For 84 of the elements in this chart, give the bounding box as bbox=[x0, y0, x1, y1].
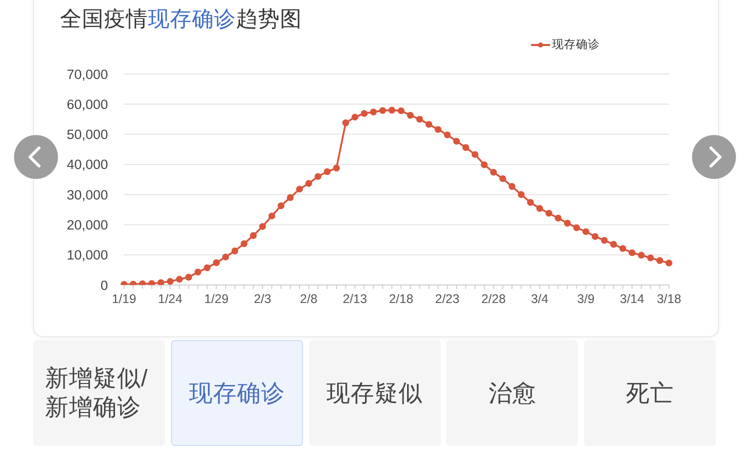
point bbox=[158, 279, 164, 285]
point bbox=[324, 168, 331, 176]
point bbox=[434, 126, 442, 133]
x-tick-label: 1/29 bbox=[204, 292, 229, 306]
point bbox=[370, 108, 377, 116]
point bbox=[444, 131, 451, 138]
tab: 新增疑似/新增确诊 bbox=[33, 340, 165, 446]
x-tick-label: 1/24 bbox=[158, 292, 182, 306]
y-tick-label: 20,000 bbox=[66, 218, 108, 233]
chart-title: 全国疫情现存确诊趋势图 bbox=[60, 6, 302, 33]
point bbox=[462, 144, 470, 151]
point bbox=[527, 199, 534, 206]
x-tick-label: 2/23 bbox=[435, 292, 460, 306]
point bbox=[286, 194, 294, 201]
point bbox=[416, 116, 423, 123]
point bbox=[582, 228, 590, 236]
tab: 现存疑似 bbox=[308, 340, 441, 446]
tab: 治愈 bbox=[446, 340, 578, 446]
point bbox=[425, 120, 432, 128]
point bbox=[166, 278, 174, 285]
point bbox=[176, 276, 183, 283]
point bbox=[619, 245, 626, 252]
point bbox=[305, 180, 312, 187]
point bbox=[194, 268, 202, 276]
x-tick-label: 2/28 bbox=[481, 292, 506, 306]
point bbox=[592, 233, 598, 240]
y-tick-label: 30,000 bbox=[66, 187, 108, 202]
point bbox=[278, 202, 284, 210]
y-tick-label: 0 bbox=[100, 278, 108, 293]
y-tick-label: 70,000 bbox=[66, 66, 108, 82]
x-tick-label: 1/19 bbox=[112, 292, 136, 306]
point bbox=[398, 107, 405, 114]
point bbox=[628, 249, 636, 256]
point bbox=[499, 175, 506, 182]
y-tick-label: 60,000 bbox=[66, 96, 108, 112]
x-tick-label: 2/18 bbox=[388, 292, 414, 306]
x-tick-label: 3/4 bbox=[530, 292, 548, 306]
point bbox=[647, 254, 654, 262]
point bbox=[268, 212, 276, 220]
x-tick-label: 3/14 bbox=[620, 292, 644, 306]
point bbox=[342, 119, 350, 126]
x-tick-label: 2/3 bbox=[254, 292, 272, 306]
point bbox=[259, 223, 266, 230]
x-tick-label: 3/18 bbox=[656, 292, 682, 306]
y-tick-label: 40,000 bbox=[66, 157, 108, 172]
point bbox=[314, 173, 322, 180]
point bbox=[360, 110, 368, 117]
point bbox=[231, 248, 238, 254]
point bbox=[573, 224, 580, 232]
point bbox=[600, 236, 608, 244]
y-tick-label: 10,000 bbox=[66, 248, 108, 263]
point bbox=[379, 107, 386, 114]
point bbox=[352, 114, 358, 121]
x-tick-label: 2/13 bbox=[342, 292, 368, 306]
point bbox=[333, 164, 340, 172]
point bbox=[518, 191, 525, 198]
point bbox=[490, 168, 497, 176]
point bbox=[638, 252, 645, 259]
point bbox=[554, 214, 562, 222]
x-tick-label: 2/8 bbox=[300, 292, 318, 306]
point bbox=[610, 240, 617, 248]
point bbox=[388, 106, 396, 114]
point bbox=[480, 161, 488, 168]
point bbox=[185, 274, 192, 281]
point bbox=[212, 259, 220, 266]
point bbox=[296, 186, 303, 193]
point bbox=[222, 254, 230, 260]
x-tick-label: 3/9 bbox=[577, 292, 595, 306]
point bbox=[564, 220, 571, 227]
point bbox=[204, 264, 211, 272]
point bbox=[250, 232, 257, 239]
point bbox=[406, 112, 414, 119]
legend-label: 现存确诊 bbox=[552, 38, 600, 52]
point bbox=[453, 138, 460, 145]
tab: 死亡 bbox=[584, 340, 716, 446]
point bbox=[508, 183, 516, 190]
point bbox=[666, 260, 672, 266]
point bbox=[536, 205, 544, 212]
y-tick-label: 50,000 bbox=[66, 127, 108, 142]
point bbox=[472, 151, 478, 158]
tab: 现存确诊 bbox=[170, 340, 303, 446]
point bbox=[240, 240, 248, 248]
point bbox=[546, 210, 552, 217]
point bbox=[656, 257, 664, 264]
